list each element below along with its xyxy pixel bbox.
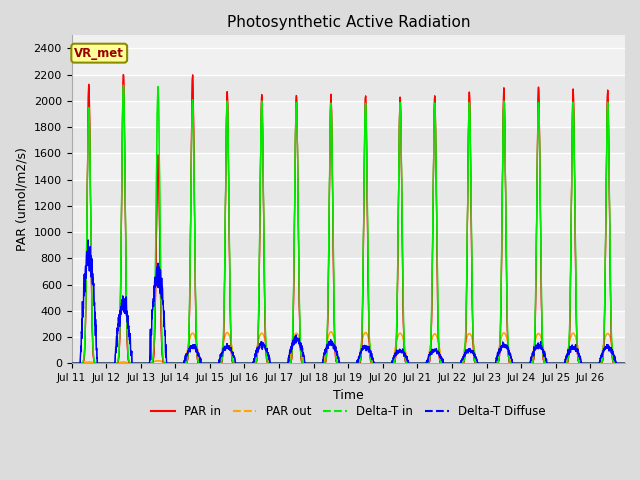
Y-axis label: PAR (umol/m2/s): PAR (umol/m2/s) [15, 147, 28, 252]
Title: Photosynthetic Active Radiation: Photosynthetic Active Radiation [227, 15, 470, 30]
Bar [72, 180, 625, 206]
Bar [72, 311, 625, 337]
Text: VR_met: VR_met [74, 47, 124, 60]
Bar [72, 127, 625, 154]
X-axis label: Time: Time [333, 389, 364, 402]
Bar [72, 206, 625, 232]
Bar [72, 337, 625, 363]
Bar [72, 154, 625, 180]
Legend: PAR in, PAR out, Delta-T in, Delta-T Diffuse: PAR in, PAR out, Delta-T in, Delta-T Dif… [146, 401, 550, 423]
Bar [72, 75, 625, 101]
Bar [72, 285, 625, 311]
Bar [72, 48, 625, 75]
Bar [72, 232, 625, 258]
Bar [72, 101, 625, 127]
Bar [72, 258, 625, 285]
